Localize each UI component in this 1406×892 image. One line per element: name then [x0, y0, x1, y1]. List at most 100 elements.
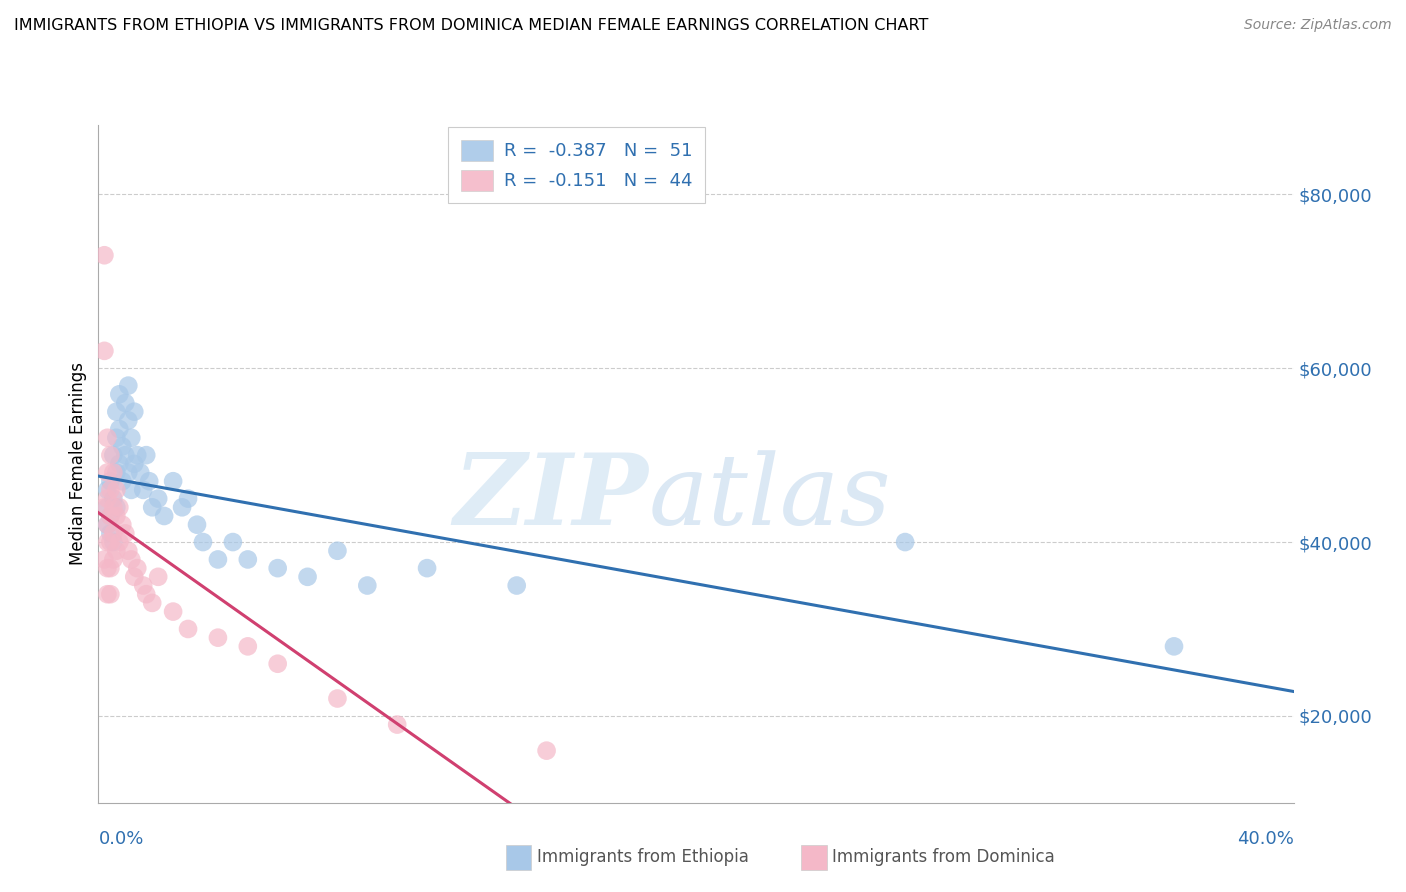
Point — [98, 535, 122, 549]
Point — [120, 483, 142, 497]
Point — [506, 578, 529, 592]
Point — [135, 587, 157, 601]
Point — [326, 691, 349, 706]
Point — [132, 483, 155, 497]
Point — [120, 552, 142, 566]
Point — [124, 405, 146, 419]
Text: ZIP: ZIP — [453, 450, 648, 546]
Point — [103, 535, 125, 549]
Point — [96, 491, 118, 506]
Point — [326, 543, 349, 558]
Point — [108, 422, 131, 436]
Point — [98, 448, 122, 462]
Point — [207, 552, 229, 566]
Point — [96, 466, 118, 480]
Point — [114, 396, 136, 410]
Point — [127, 561, 149, 575]
Point — [111, 474, 134, 488]
Point — [96, 517, 118, 532]
Point — [124, 457, 146, 471]
Point — [96, 483, 118, 497]
Y-axis label: Median Female Earnings: Median Female Earnings — [69, 362, 87, 566]
Point — [124, 570, 146, 584]
Point — [127, 448, 149, 462]
Point — [108, 457, 131, 471]
Point — [105, 431, 128, 445]
Point — [153, 508, 176, 523]
Point — [117, 543, 139, 558]
Point — [105, 508, 128, 523]
Point — [103, 526, 125, 541]
Point — [103, 500, 125, 515]
Point — [103, 466, 125, 480]
Point — [93, 552, 115, 566]
Point — [96, 517, 118, 532]
Point — [138, 474, 160, 488]
Point — [96, 535, 118, 549]
Point — [93, 343, 115, 358]
Point — [98, 508, 122, 523]
Text: Immigrants from Ethiopia: Immigrants from Ethiopia — [537, 848, 749, 866]
Point — [111, 440, 134, 454]
Text: 0.0%: 0.0% — [98, 830, 143, 847]
Point — [98, 508, 122, 523]
Point — [98, 483, 122, 497]
Text: IMMIGRANTS FROM ETHIOPIA VS IMMIGRANTS FROM DOMINICA MEDIAN FEMALE EARNINGS CORR: IMMIGRANTS FROM ETHIOPIA VS IMMIGRANTS F… — [14, 18, 928, 33]
Point — [105, 405, 128, 419]
Point — [96, 561, 118, 575]
Point — [416, 561, 439, 575]
Point — [103, 491, 125, 506]
Text: atlas: atlas — [648, 450, 891, 545]
Point — [114, 526, 136, 541]
Point — [1163, 640, 1185, 654]
Point — [385, 717, 409, 731]
Point — [186, 517, 208, 532]
Point — [105, 483, 128, 497]
Point — [98, 526, 122, 541]
Point — [141, 500, 163, 515]
Point — [117, 466, 139, 480]
Point — [108, 387, 131, 401]
Point — [177, 491, 200, 506]
Point — [297, 570, 319, 584]
Point — [135, 448, 157, 462]
Point — [172, 500, 194, 515]
Point — [96, 500, 118, 515]
Point — [96, 587, 118, 601]
Point — [98, 474, 122, 488]
Point — [120, 431, 142, 445]
Point — [132, 578, 155, 592]
Point — [129, 466, 152, 480]
Point — [103, 552, 125, 566]
Legend: R =  -0.387   N =  51, R =  -0.151   N =  44: R = -0.387 N = 51, R = -0.151 N = 44 — [449, 128, 704, 203]
Point — [108, 535, 131, 549]
Point — [536, 744, 558, 758]
Point — [207, 631, 229, 645]
Text: Source: ZipAtlas.com: Source: ZipAtlas.com — [1244, 18, 1392, 32]
Point — [111, 517, 134, 532]
Point — [117, 378, 139, 392]
Point — [103, 448, 125, 462]
Text: 40.0%: 40.0% — [1237, 830, 1294, 847]
Point — [105, 500, 128, 515]
Point — [162, 474, 184, 488]
Point — [162, 605, 184, 619]
Point — [105, 543, 128, 558]
Point — [93, 500, 115, 515]
Point — [117, 413, 139, 427]
Point — [93, 248, 115, 262]
Point — [236, 640, 259, 654]
Point — [141, 596, 163, 610]
Point — [267, 657, 290, 671]
Point — [98, 587, 122, 601]
Text: Immigrants from Dominica: Immigrants from Dominica — [832, 848, 1054, 866]
Point — [105, 466, 128, 480]
Point — [148, 491, 170, 506]
Point — [177, 622, 200, 636]
Point — [98, 561, 122, 575]
Point — [148, 570, 170, 584]
Point — [108, 500, 131, 515]
Point — [356, 578, 378, 592]
Point — [267, 561, 290, 575]
Point — [222, 535, 245, 549]
